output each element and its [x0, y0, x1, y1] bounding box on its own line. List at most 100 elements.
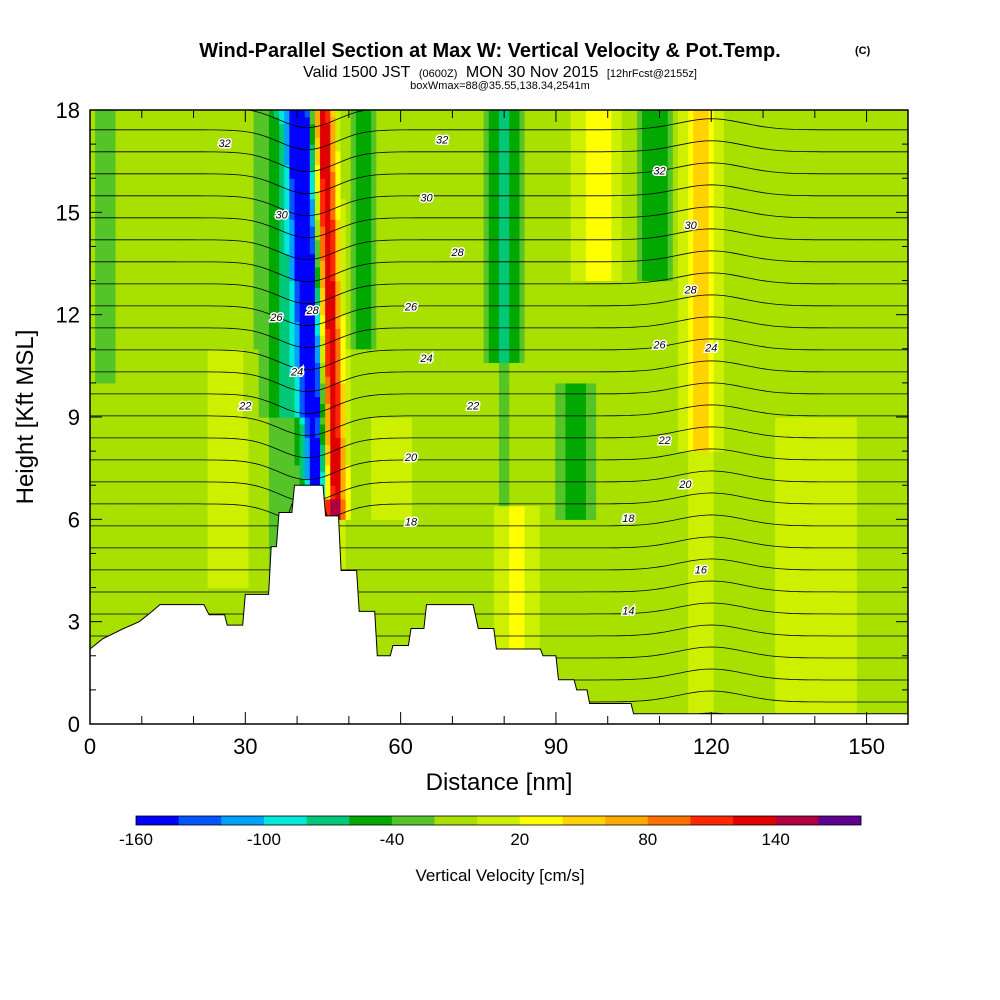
w-cell — [161, 198, 168, 207]
w-cell — [125, 389, 132, 398]
w-cell — [125, 219, 132, 227]
w-cell — [355, 341, 362, 350]
w-cell — [110, 150, 117, 159]
w-cell — [212, 239, 219, 248]
w-cell — [141, 567, 147, 575]
w-cell — [350, 403, 357, 411]
w-cell — [212, 437, 219, 445]
w-cell — [171, 232, 178, 241]
w-cell — [161, 512, 168, 520]
w-cell — [141, 185, 147, 193]
w-cell — [345, 553, 352, 561]
w-cell — [197, 567, 204, 575]
w-cell — [360, 437, 367, 445]
w-cell — [120, 341, 127, 350]
w-cell — [228, 567, 234, 575]
w-cell — [171, 219, 178, 227]
w-cell — [120, 539, 127, 548]
w-cell — [304, 471, 311, 479]
w-cell — [248, 280, 255, 288]
w-cell — [243, 185, 250, 193]
w-cell — [136, 348, 142, 357]
w-cell — [289, 116, 296, 125]
w-cell — [141, 553, 147, 561]
w-cell — [320, 301, 326, 309]
w-cell — [171, 560, 178, 568]
w-cell — [166, 239, 173, 248]
w-cell — [289, 430, 296, 439]
w-cell — [197, 130, 204, 138]
w-cell — [360, 219, 367, 227]
w-cell — [248, 212, 255, 220]
w-cell — [350, 137, 357, 145]
w-cell — [350, 410, 357, 418]
w-cell — [274, 280, 280, 288]
w-cell — [90, 348, 96, 357]
w-cell — [248, 137, 255, 145]
w-cell — [294, 246, 301, 254]
w-cell — [212, 110, 219, 118]
w-cell — [125, 464, 132, 473]
w-cell — [207, 232, 214, 241]
w-cell — [279, 410, 285, 418]
w-cell — [125, 137, 132, 145]
w-cell — [340, 396, 347, 404]
w-cell — [248, 587, 255, 595]
w-cell — [182, 116, 188, 125]
w-cell — [248, 430, 255, 439]
w-cell — [233, 546, 239, 555]
w-cell — [166, 287, 173, 295]
w-cell — [182, 307, 188, 316]
w-cell — [187, 532, 193, 541]
w-cell — [350, 150, 357, 159]
w-cell — [217, 191, 224, 200]
w-cell — [345, 464, 352, 473]
w-cell — [263, 451, 270, 459]
w-cell — [253, 410, 260, 418]
w-cell — [299, 110, 306, 118]
w-cell — [115, 266, 122, 275]
w-cell — [207, 144, 214, 152]
w-cell — [125, 492, 132, 500]
w-cell — [304, 246, 311, 254]
w-cell — [202, 485, 209, 493]
w-cell — [151, 130, 158, 138]
w-cell — [263, 355, 270, 364]
w-cell — [212, 382, 219, 391]
w-cell — [228, 444, 234, 452]
w-cell — [125, 505, 132, 514]
w-cell — [110, 457, 117, 466]
w-cell — [238, 123, 244, 132]
w-cell — [233, 382, 239, 391]
w-cell — [146, 512, 152, 520]
w-cell — [284, 301, 290, 309]
w-cell — [156, 294, 163, 302]
w-cell — [105, 219, 112, 227]
w-cell — [360, 116, 367, 125]
w-cell — [207, 219, 214, 227]
w-cell — [274, 526, 280, 534]
w-cell — [197, 471, 204, 479]
w-cell — [217, 369, 224, 377]
w-cell — [366, 178, 372, 186]
w-cell — [228, 471, 234, 479]
w-cell — [141, 437, 147, 445]
w-cell — [95, 539, 101, 548]
w-cell — [279, 123, 285, 132]
w-cell — [146, 396, 152, 404]
w-cell — [197, 212, 204, 220]
w-cell — [345, 355, 352, 364]
w-cell — [263, 341, 270, 350]
w-cell — [289, 232, 296, 241]
w-cell — [238, 116, 244, 125]
w-cell — [146, 492, 152, 500]
w-cell — [182, 246, 188, 254]
w-cell — [207, 410, 214, 418]
w-cell — [325, 362, 331, 370]
w-cell — [95, 123, 101, 132]
w-cell — [299, 178, 306, 186]
w-cell — [151, 376, 158, 384]
w-cell — [274, 116, 280, 125]
w-cell — [125, 178, 132, 186]
w-cell — [187, 110, 193, 118]
